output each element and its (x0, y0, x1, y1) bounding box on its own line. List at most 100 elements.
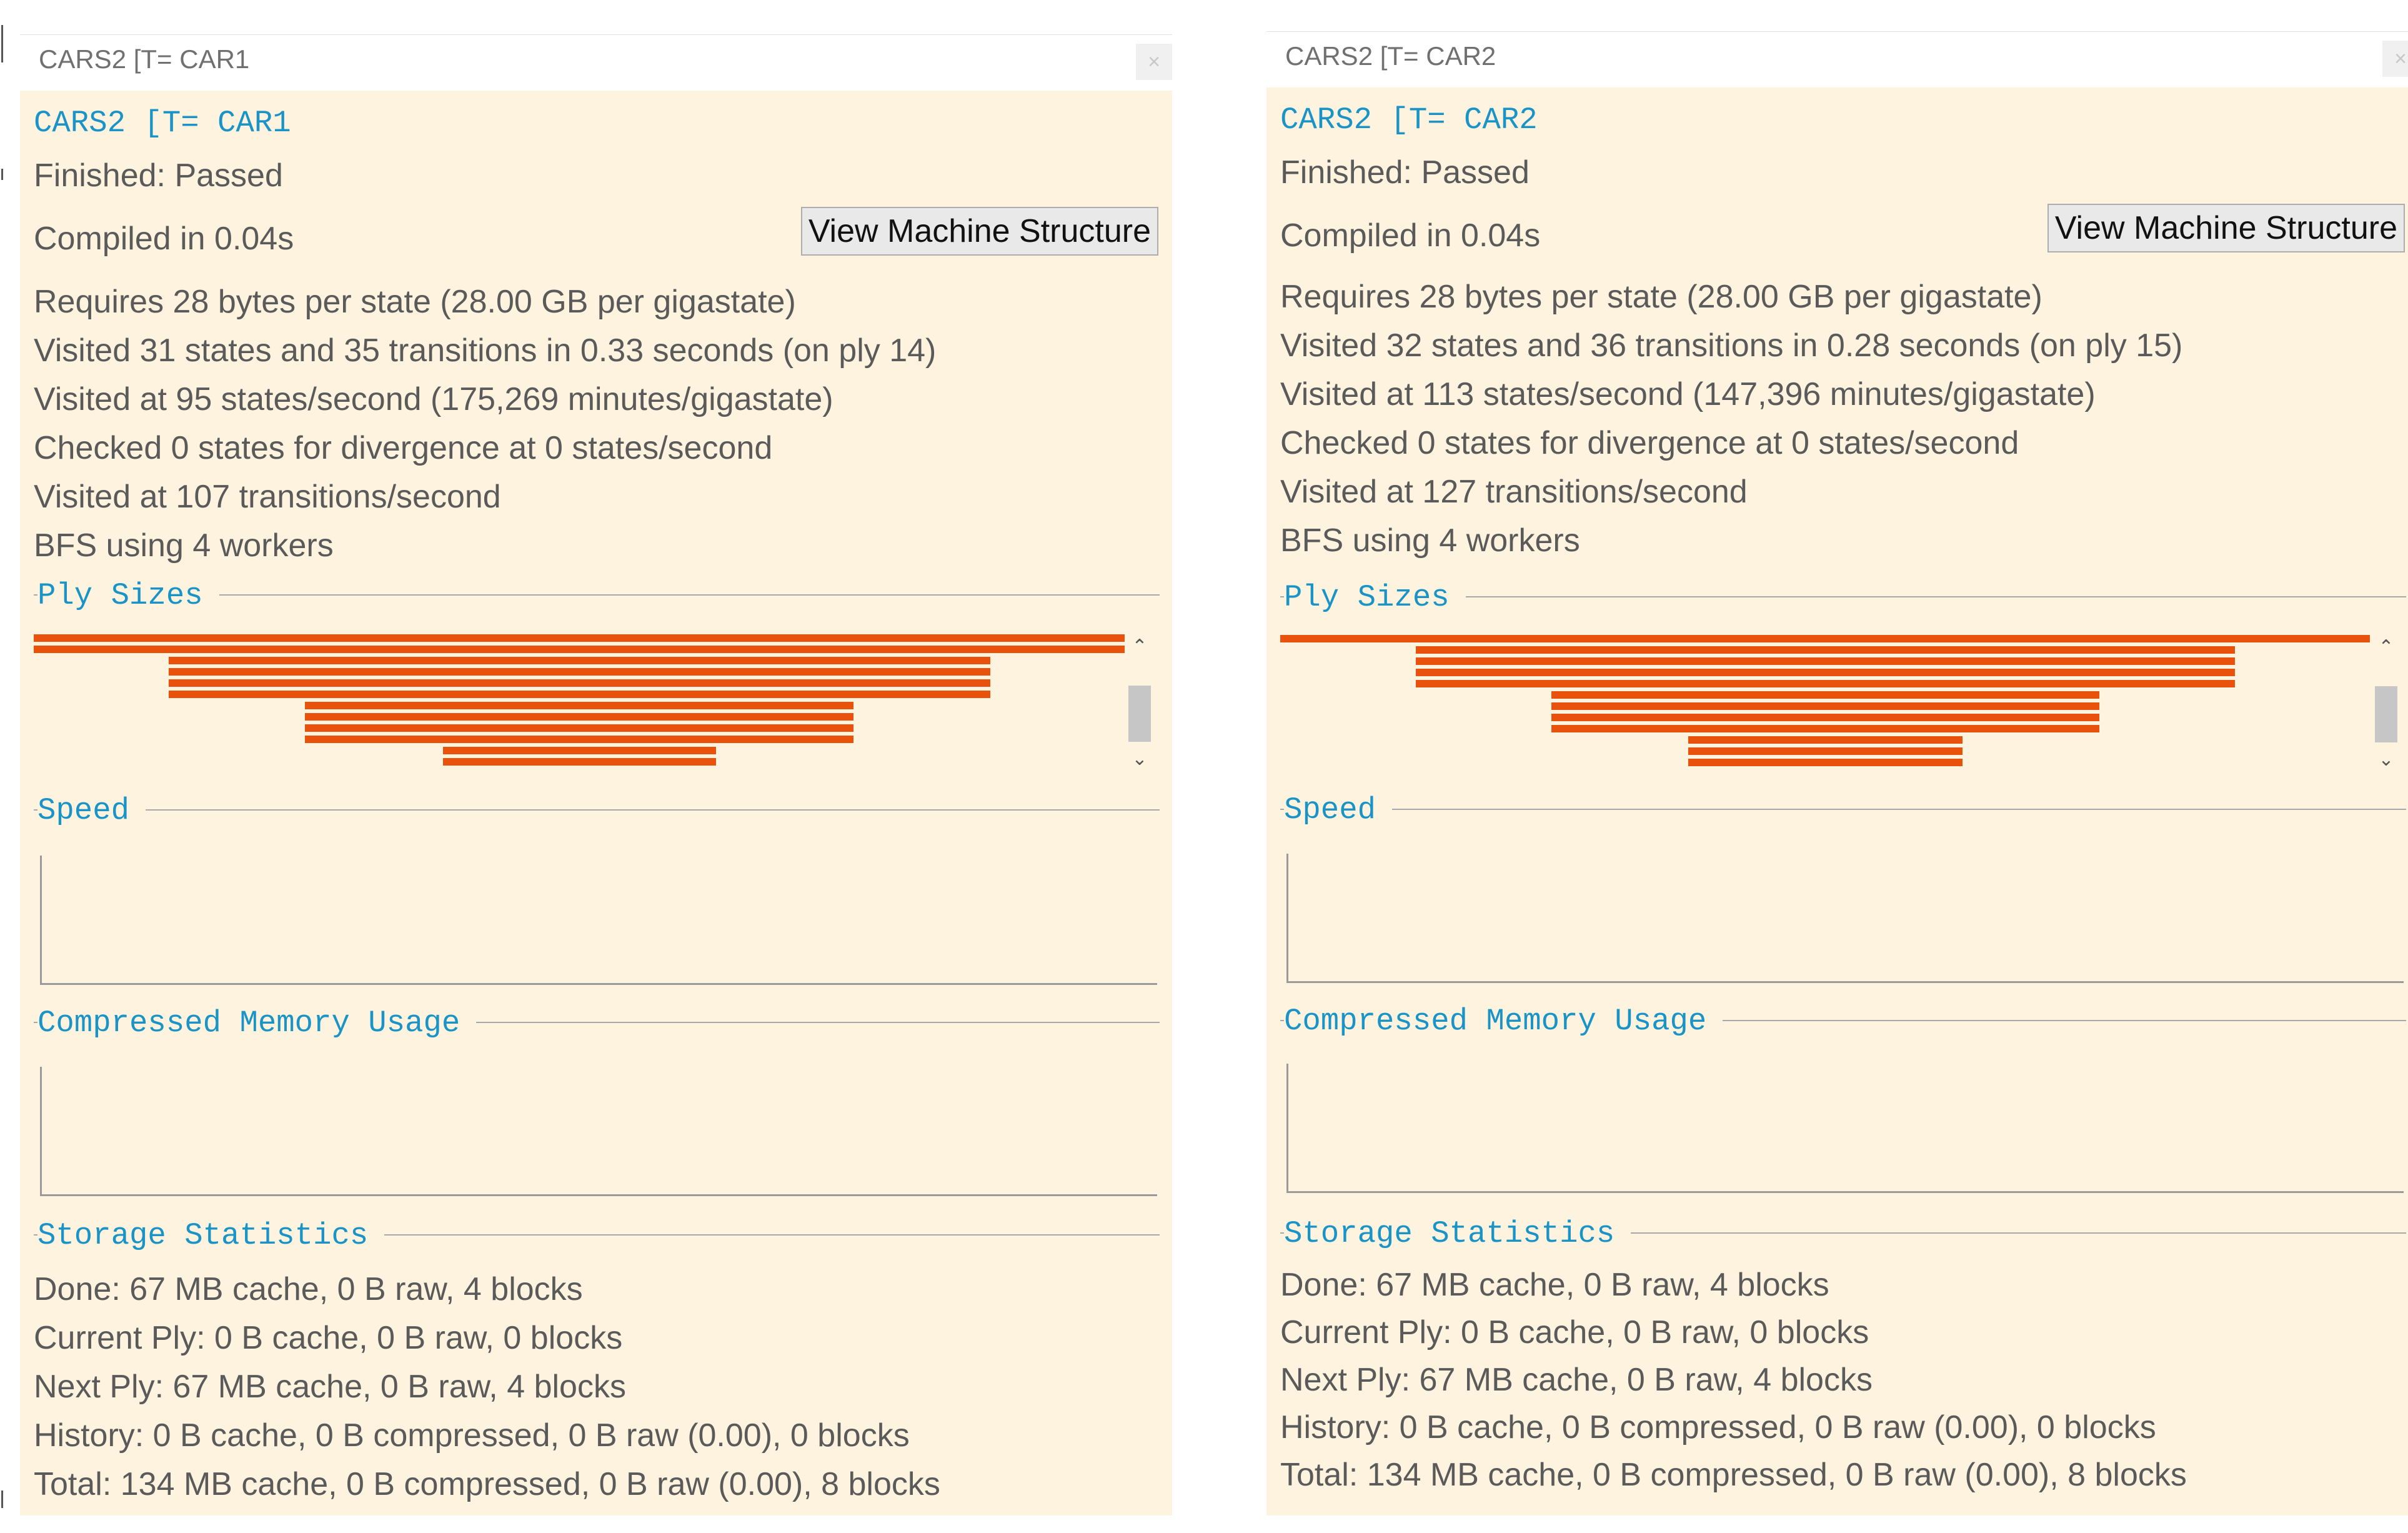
status-text: Finished: Passed (1280, 154, 1530, 191)
scroll-down-button[interactable]: ⌄ (2372, 749, 2400, 771)
storage-line: Total: 134 MB cache, 0 B compressed, 0 B… (34, 1466, 940, 1502)
ply-scrollbar[interactable]: ⌃ ⌄ (2372, 635, 2400, 772)
window-edge-mark (1, 25, 3, 62)
stat-line: Visited 32 states and 36 transitions in … (1280, 327, 2183, 364)
ply-size-bar (1416, 680, 2235, 687)
speed-heading: Speed (37, 793, 146, 828)
stat-line: Visited at 113 states/second (147,396 mi… (1280, 376, 2096, 412)
chevron-up-icon: ⌃ (1132, 636, 1148, 657)
window-titlebar: CARS2 [T= CAR2 × (1266, 31, 2408, 88)
section-rule (1280, 596, 2406, 597)
memory-chart-x-axis (40, 1194, 1157, 1196)
chevron-down-icon: ⌄ (2378, 749, 2394, 770)
ply-size-bar (1416, 657, 2235, 665)
storage-line: Current Ply: 0 B cache, 0 B raw, 0 block… (1280, 1314, 1869, 1351)
memory-chart-y-axis (1286, 1064, 1288, 1192)
ply-sizes-chart (34, 634, 1125, 772)
ply-size-bar (1551, 702, 2099, 710)
storage-line: Next Ply: 67 MB cache, 0 B raw, 4 blocks (34, 1369, 626, 1405)
section-rule (1280, 1020, 2406, 1021)
stat-line: BFS using 4 workers (34, 527, 334, 564)
ply-size-bar (169, 668, 990, 676)
scroll-thumb[interactable] (1128, 686, 1151, 742)
section-rule (34, 1022, 1160, 1023)
speed-chart-x-axis (40, 983, 1157, 985)
storage-line: Next Ply: 67 MB cache, 0 B raw, 4 blocks (1280, 1362, 1873, 1398)
speed-chart-y-axis (40, 856, 42, 984)
close-icon: × (2394, 47, 2407, 71)
ply-size-bar (305, 713, 853, 721)
section-rule (34, 1234, 1160, 1236)
memory-heading: Compressed Memory Usage (1284, 1004, 1723, 1039)
ply-size-bar (34, 634, 1125, 642)
storage-line: Current Ply: 0 B cache, 0 B raw, 0 block… (34, 1320, 623, 1356)
storage-line: Total: 134 MB cache, 0 B compressed, 0 B… (1280, 1457, 2187, 1493)
compiled-text: Compiled in 0.04s (34, 221, 294, 257)
check-header: CARS2 [T= CAR2 (1280, 102, 1538, 137)
stat-line: Checked 0 states for divergence at 0 sta… (34, 430, 773, 466)
stat-line: Visited at 95 states/second (175,269 min… (34, 381, 833, 417)
section-rule (34, 594, 1160, 596)
section-rule (1280, 809, 2406, 810)
storage-line: Done: 67 MB cache, 0 B raw, 4 blocks (34, 1271, 583, 1307)
close-button[interactable]: × (1136, 44, 1172, 80)
speed-chart-y-axis (1286, 854, 1288, 982)
storage-line: History: 0 B cache, 0 B compressed, 0 B … (1280, 1409, 2156, 1446)
speed-heading: Speed (1284, 792, 1393, 827)
ply-size-bar (169, 657, 990, 664)
check-header: CARS2 [T= CAR1 (34, 106, 291, 141)
section-rule (1280, 1232, 2406, 1234)
scroll-down-button[interactable]: ⌄ (1126, 748, 1153, 771)
ply-size-bar (443, 758, 716, 766)
ply-sizes-heading: Ply Sizes (37, 578, 219, 613)
ply-size-bar (1688, 747, 1963, 755)
close-icon: × (1148, 50, 1160, 74)
storage-line: Done: 67 MB cache, 0 B raw, 4 blocks (1280, 1267, 1829, 1303)
ply-size-bar (305, 702, 853, 709)
ply-sizes-heading: Ply Sizes (1284, 580, 1466, 615)
memory-heading: Compressed Memory Usage (37, 1006, 477, 1041)
ply-size-bar (34, 646, 1125, 653)
stat-line: Checked 0 states for divergence at 0 sta… (1280, 425, 2019, 461)
ply-size-bar (305, 736, 853, 743)
close-button[interactable]: × (2382, 41, 2408, 77)
storage-line: History: 0 B cache, 0 B compressed, 0 B … (34, 1417, 910, 1454)
ply-size-bar (443, 747, 716, 754)
memory-chart-x-axis (1286, 1191, 2404, 1193)
memory-chart-y-axis (40, 1067, 42, 1196)
ply-size-bar (1551, 691, 2099, 699)
scroll-up-button[interactable]: ⌃ (2372, 636, 2400, 659)
ply-size-bar (1688, 759, 1963, 766)
stat-line: Visited at 107 transitions/second (34, 479, 501, 515)
ply-sizes-chart (1280, 635, 2370, 772)
panel-content: CARS2 [T= CAR1 Finished: Passed Compiled… (20, 91, 1172, 1516)
storage-heading: Storage Statistics (37, 1218, 385, 1253)
scroll-thumb[interactable] (2375, 686, 2397, 742)
view-machine-structure-button[interactable]: View Machine Structure (800, 207, 1158, 256)
checker-panel-car1: CARS2 [T= CAR1 × CARS2 [T= CAR1 Finished… (20, 34, 1172, 1516)
speed-chart-x-axis (1286, 981, 2404, 983)
view-machine-structure-button[interactable]: View Machine Structure (2047, 204, 2405, 252)
chevron-down-icon: ⌄ (1132, 749, 1148, 769)
ply-size-bar (169, 691, 990, 698)
panel-content: CARS2 [T= CAR2 Finished: Passed Compiled… (1266, 87, 2408, 1516)
window-edge-mark (1, 1491, 3, 1508)
ply-size-bar (1688, 736, 1963, 744)
scroll-up-button[interactable]: ⌃ (1126, 636, 1153, 658)
ply-size-bar (1280, 635, 2370, 642)
stat-line: BFS using 4 workers (1280, 522, 1580, 559)
ply-size-bar (305, 724, 853, 732)
window-title: CARS2 [T= CAR2 (1285, 41, 1496, 71)
stat-line: Visited at 127 transitions/second (1280, 474, 1748, 510)
stat-line: Requires 28 bytes per state (28.00 GB pe… (1280, 279, 2042, 315)
checker-panel-car2: CARS2 [T= CAR2 × CARS2 [T= CAR2 Finished… (1266, 31, 2408, 1516)
chevron-up-icon: ⌃ (2378, 637, 2394, 657)
ply-scrollbar[interactable]: ⌃ ⌄ (1126, 634, 1153, 772)
ply-size-bar (169, 679, 990, 687)
stat-line: Visited 31 states and 35 transitions in … (34, 332, 937, 369)
window-edge-mark (1, 169, 3, 180)
ply-size-bar (1416, 646, 2235, 654)
compiled-text: Compiled in 0.04s (1280, 217, 1541, 254)
ply-size-bar (1551, 714, 2099, 721)
window-titlebar: CARS2 [T= CAR1 × (20, 34, 1172, 91)
